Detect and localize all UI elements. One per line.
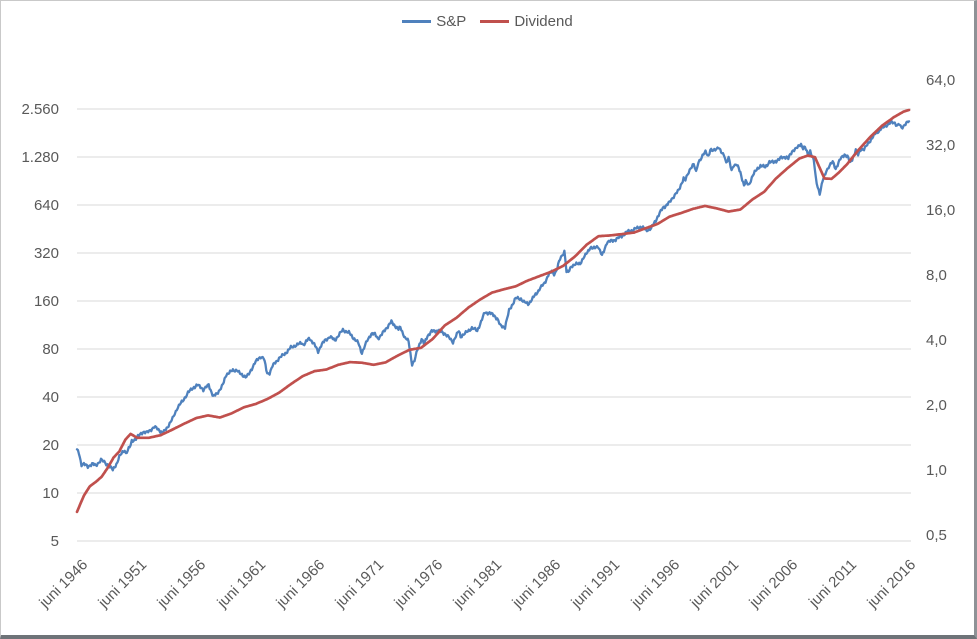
y-axis-right-tick-label: 0,5 bbox=[926, 527, 947, 544]
y-axis-right-tick-label: 64,0 bbox=[926, 72, 956, 89]
y-axis-right-tick-label: 8,0 bbox=[926, 267, 947, 284]
chart-legend: S&P Dividend bbox=[1, 13, 974, 30]
y-axis-left-tick-label: 160 bbox=[33, 293, 59, 310]
y-axis-left-tick-label: 320 bbox=[33, 245, 59, 262]
y-axis-left-tick-label: 40 bbox=[42, 389, 59, 406]
y-axis-left-tick-label: 1.280 bbox=[21, 149, 59, 166]
sp-series-line bbox=[75, 120, 911, 472]
y-axis-left-tick-label: 80 bbox=[42, 341, 59, 358]
y-axis-right-tick-label: 2,0 bbox=[926, 397, 947, 414]
y-axis-left-tick-label: 10 bbox=[42, 485, 59, 502]
dividend-line-swatch-icon bbox=[480, 20, 510, 23]
y-axis-left-tick-label: 20 bbox=[42, 437, 59, 454]
y-axis-right-tick-label: 16,0 bbox=[926, 202, 956, 219]
y-axis-right-tick-label: 1,0 bbox=[926, 462, 947, 479]
legend-label-dividend: Dividend bbox=[514, 13, 573, 30]
y-axis-left-tick-label: 5 bbox=[50, 533, 59, 550]
dividend-series-line bbox=[75, 108, 911, 514]
y-axis-left-tick-label: 640 bbox=[33, 197, 59, 214]
y-axis-right-tick-label: 32,0 bbox=[926, 137, 956, 154]
legend-item-sp: S&P bbox=[402, 13, 466, 30]
y-axis-left-tick-label: 2.560 bbox=[21, 101, 59, 118]
legend-label-sp: S&P bbox=[436, 13, 467, 30]
legend-item-dividend: Dividend bbox=[480, 13, 573, 30]
sp-line-swatch-icon bbox=[402, 20, 432, 23]
y-axis-right-tick-label: 4,0 bbox=[926, 332, 947, 349]
